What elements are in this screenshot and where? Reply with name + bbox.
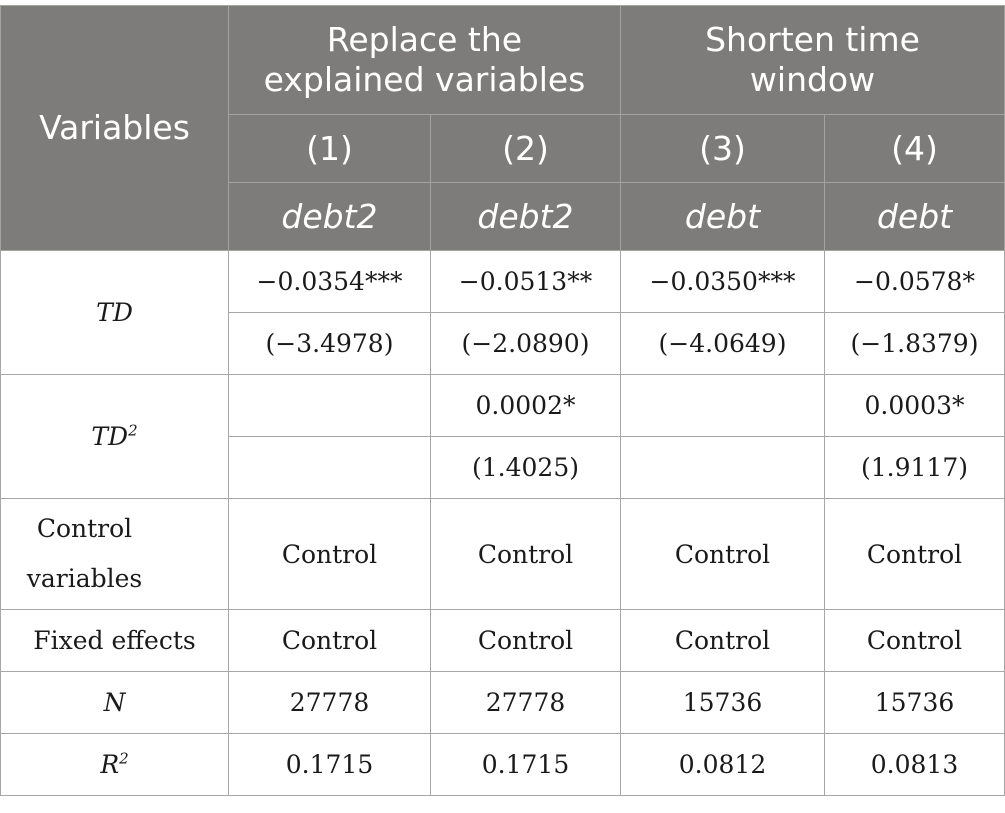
value-cell: Control — [620, 609, 825, 672]
row-label-td-squared: TD2 — [0, 374, 229, 499]
row-label-text: TD — [96, 297, 133, 327]
t-stat-cell: (1.4025) — [430, 436, 621, 499]
dependent-variable: debt2 — [228, 182, 431, 251]
value-cell: Control — [823, 609, 1005, 672]
dependent-variable: debt — [620, 182, 825, 251]
row-label-n: N — [0, 671, 229, 734]
column-number: (4) — [823, 114, 1005, 183]
table-row: Control variables Control Control Contro… — [0, 498, 1005, 610]
row-label-td: TD — [0, 250, 229, 375]
table-row: TD −0.0354*** −0.0513** −0.0350*** −0.05… — [0, 250, 1005, 375]
value-cell: 0.1715 — [228, 733, 431, 796]
regression-table: Variables Replace the explained variable… — [0, 5, 1005, 796]
column-number: (3) — [620, 114, 825, 183]
table-header: Variables Replace the explained variable… — [0, 5, 1005, 251]
coefficient-cell: −0.0578* — [823, 250, 1005, 313]
coefficient-cell — [228, 374, 431, 437]
row-label-text: TD — [91, 421, 129, 451]
coefficient-cell: −0.0513** — [430, 250, 621, 313]
variables-header: Variables — [0, 5, 229, 251]
dependent-variable: debt — [823, 182, 1005, 251]
coefficient-cell — [620, 374, 825, 437]
table-row: R2 0.1715 0.1715 0.0812 0.0813 — [0, 733, 1005, 796]
value-cell: Control — [228, 609, 431, 672]
value-cell: 0.0813 — [823, 733, 1005, 796]
table-body: TD −0.0354*** −0.0513** −0.0350*** −0.05… — [0, 250, 1005, 796]
t-stat-cell — [228, 436, 431, 499]
t-stat-cell: (1.9117) — [823, 436, 1005, 499]
value-cell: Control — [430, 498, 621, 610]
row-label-control-variables: Control variables — [0, 498, 229, 610]
header-row-groups: Variables Replace the explained variable… — [0, 5, 1005, 251]
table-row: TD2 0.0002* 0.0003* — [0, 374, 1005, 499]
value-cell: 27778 — [430, 671, 621, 734]
t-stat-cell: (−2.0890) — [430, 312, 621, 375]
coefficient-cell: 0.0003* — [823, 374, 1005, 437]
row-label-text: R — [100, 749, 120, 779]
header-row-dependent: debt2 debt2 debt debt — [1, 182, 1005, 251]
group-header-shorten-window: Shorten time window — [619, 5, 1005, 115]
t-stat-cell — [620, 436, 825, 499]
coefficient-cell: −0.0354*** — [228, 250, 431, 313]
value-cell: 15736 — [823, 671, 1005, 734]
table-row: Fixed effects Control Control Control Co… — [0, 609, 1005, 672]
value-cell: Control — [620, 498, 825, 610]
value-cell: Control — [823, 498, 1005, 610]
dependent-variable: debt2 — [430, 182, 621, 251]
header-row-column-numbers: (1) (2) (3) (4) — [1, 114, 1005, 183]
coefficient-cell: −0.0350*** — [620, 250, 825, 313]
value-cell: Control — [430, 609, 621, 672]
value-cell: Control — [228, 498, 431, 610]
superscript: 2 — [119, 749, 129, 768]
row-label-r-squared: R2 — [0, 733, 229, 796]
group-header-replace-explained: Replace the explained variables — [228, 5, 621, 115]
column-number: (1) — [228, 114, 431, 183]
table-row: (1.4025) (1.9117) — [1, 436, 1005, 499]
value-cell: 0.1715 — [430, 733, 621, 796]
row-label-fixed-effects: Fixed effects — [0, 609, 229, 672]
value-cell: 0.0812 — [620, 733, 825, 796]
value-cell: 27778 — [228, 671, 431, 734]
value-cell: 15736 — [620, 671, 825, 734]
t-stat-cell: (−4.0649) — [620, 312, 825, 375]
t-stat-cell: (−1.8379) — [823, 312, 1005, 375]
table-row: N 27778 27778 15736 15736 — [0, 671, 1005, 734]
t-stat-cell: (−3.4978) — [228, 312, 431, 375]
column-number: (2) — [430, 114, 621, 183]
superscript: 2 — [128, 421, 138, 440]
coefficient-cell: 0.0002* — [430, 374, 621, 437]
